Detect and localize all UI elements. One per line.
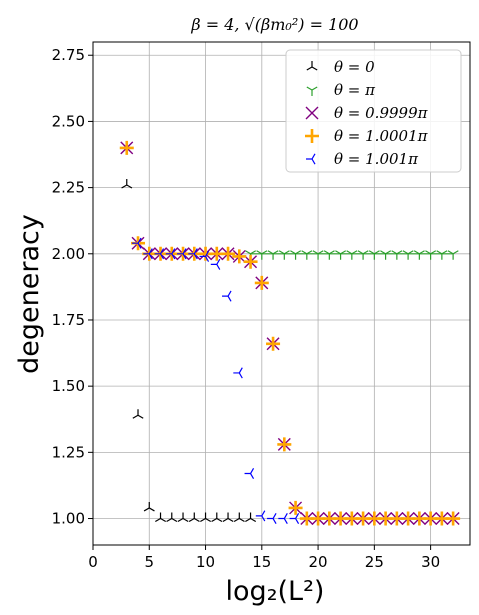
y-tick-label: 2.00 — [52, 245, 85, 263]
data-point — [143, 248, 153, 260]
data-point — [177, 512, 189, 523]
data-point — [222, 512, 234, 523]
axis-ticks: 0 5 10 15 20 25 30 1.00 1.25 1.50 1.75 2.00 2.25 2.50… — [52, 46, 441, 571]
data-point — [288, 500, 303, 515]
data-point — [244, 468, 255, 480]
data-point — [165, 248, 176, 260]
plot-frame — [92, 41, 471, 546]
legend: θ = 0 θ = π θ = 0.9999π θ = 1.0001π θ = 1.00… — [285, 49, 462, 173]
data-point — [155, 512, 167, 523]
legend-label: θ = 1.001π — [334, 150, 419, 168]
data-point — [290, 250, 302, 260]
series-tri-down — [121, 178, 257, 523]
data-point — [278, 250, 290, 260]
data-point — [277, 437, 292, 452]
x-tick-label: 20 — [309, 553, 328, 571]
legend-marker — [305, 106, 319, 120]
data-point — [289, 513, 300, 525]
chart-title: β = 4, √(βm₀²) = 100 — [190, 15, 358, 34]
x-tick-label: 10 — [196, 553, 215, 571]
data-point — [425, 250, 437, 260]
data-point — [402, 250, 414, 260]
data-point — [335, 250, 347, 260]
legend-marker — [306, 61, 318, 71]
data-point — [391, 250, 403, 260]
legend-label: θ = 0.9999π — [334, 104, 429, 122]
y-tick-label: 1.50 — [52, 377, 85, 395]
series-tri-up — [245, 250, 459, 260]
data-point — [233, 367, 243, 379]
legend-marker — [306, 153, 316, 165]
legend-label: θ = 0 — [334, 58, 375, 76]
series-tri-left — [132, 237, 300, 525]
data-point — [255, 510, 266, 522]
y-tick-label: 2.25 — [52, 179, 85, 197]
data-point — [166, 512, 178, 523]
data-point — [278, 513, 288, 525]
data-point — [243, 254, 258, 269]
legend-item-tri-up: θ = π — [306, 81, 376, 99]
data-point — [119, 140, 134, 155]
data-point — [211, 512, 223, 523]
y-tick-label: 1.25 — [52, 443, 85, 461]
data-point — [266, 336, 281, 351]
data-point — [222, 290, 232, 302]
x-tick-label: 0 — [88, 553, 98, 571]
grid — [92, 42, 470, 545]
y-tick-label: 2.50 — [52, 112, 85, 130]
data-point — [267, 250, 279, 260]
data-point — [357, 250, 369, 260]
data-point — [199, 250, 210, 262]
data-point — [132, 237, 142, 249]
y-axis-label: degeneracy — [14, 214, 45, 374]
data-point — [346, 250, 358, 260]
data-point — [188, 248, 198, 260]
data-point — [188, 512, 200, 523]
legend-item-tri-down: θ = 0 — [306, 58, 375, 76]
data-point — [200, 512, 212, 523]
data-point — [177, 248, 187, 260]
data-point — [301, 250, 313, 260]
data-point — [132, 409, 144, 419]
data-point — [121, 178, 133, 189]
data-point — [323, 250, 335, 260]
y-tick-label: 2.75 — [52, 46, 85, 64]
x-tick-label: 15 — [252, 553, 271, 571]
legend-item-x: θ = 0.9999π — [305, 104, 429, 122]
data-point — [210, 258, 221, 270]
data-point — [447, 250, 459, 260]
legend-label: θ = π — [334, 81, 376, 99]
data-point — [254, 275, 269, 290]
x-tick-label: 5 — [144, 553, 154, 571]
legend-item-plus: θ = 1.0001π — [305, 127, 429, 145]
data-point — [267, 513, 277, 525]
legend-marker — [306, 86, 318, 96]
legend-label: θ = 1.0001π — [334, 127, 429, 145]
data-point — [221, 246, 236, 261]
data-point — [154, 248, 165, 260]
legend-box — [285, 49, 462, 173]
x-tick-label: 25 — [365, 553, 384, 571]
data-point — [436, 250, 448, 260]
data-point — [245, 512, 257, 523]
data-point — [233, 512, 245, 523]
data-point — [232, 249, 247, 264]
legend-marker — [305, 129, 319, 143]
data-point — [413, 250, 425, 260]
data-series — [119, 140, 461, 526]
legend-item-tri-left: θ = 1.001π — [306, 150, 419, 168]
x-tick-label: 30 — [421, 553, 440, 571]
data-point — [256, 250, 268, 260]
data-point — [312, 250, 324, 260]
data-point — [143, 501, 155, 512]
y-tick-label: 1.00 — [52, 510, 85, 528]
x-axis-label: log₂(L²) — [226, 576, 325, 607]
data-point — [380, 250, 392, 260]
y-tick-label: 1.75 — [52, 311, 85, 329]
data-point — [446, 511, 461, 526]
data-point — [368, 250, 380, 260]
